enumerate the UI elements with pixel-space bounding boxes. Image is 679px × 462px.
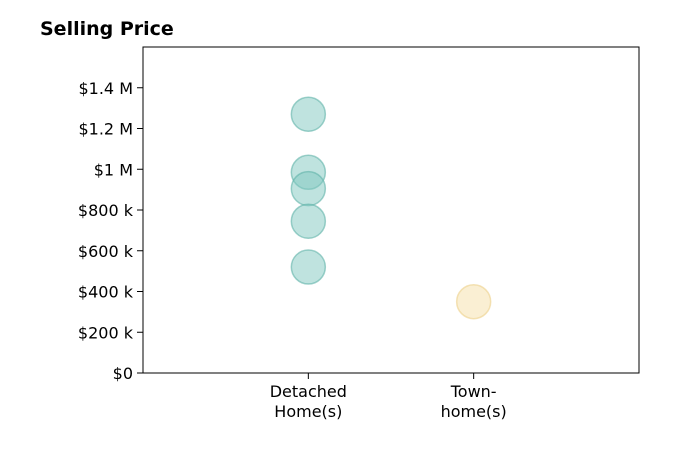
y-tick-label: $1 M (94, 160, 133, 179)
data-point (290, 96, 327, 132)
y-tick-label: $400 k (78, 283, 134, 302)
y-tick-label: $800 k (78, 201, 134, 220)
y-tick-label: $1.2 M (78, 120, 133, 139)
x-tick-label: Detached Home(s) (270, 382, 347, 421)
y-tick-label: $0 (113, 364, 133, 383)
x-axis: Detached Home(s) Town-home(s) (270, 373, 507, 421)
y-tick-label: $600 k (78, 242, 134, 261)
x-tick-label-line: Town- (450, 382, 497, 401)
x-tick-label-line: Home(s) (274, 402, 342, 421)
y-axis: $0 $200 k $400 k $600 k $800 k $1 M $1.2 M $1.4… (78, 79, 143, 383)
data-point (290, 203, 327, 239)
data-point (290, 170, 327, 207)
chart-title: Selling Price (40, 18, 174, 40)
data-points (290, 96, 492, 320)
plot-frame (142, 46, 640, 374)
data-point (290, 249, 327, 285)
x-tick-label-line: Detached (270, 382, 347, 401)
y-tick-label: $1.4 M (78, 79, 133, 98)
x-tick-label-line: home(s) (441, 402, 507, 421)
data-point (455, 283, 492, 320)
y-tick-label: $200 k (78, 323, 134, 342)
x-tick-label: Town-home(s) (441, 382, 507, 421)
